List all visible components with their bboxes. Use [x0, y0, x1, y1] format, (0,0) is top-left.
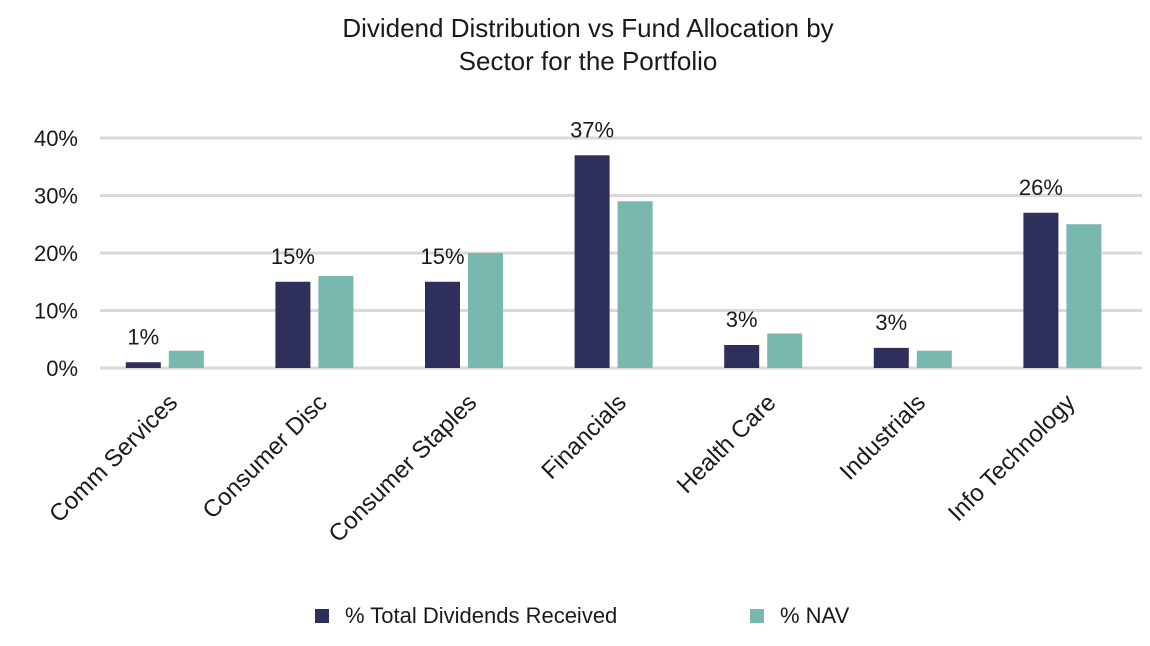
bar-total-dividends — [873, 347, 909, 368]
bar-total-dividends — [724, 345, 760, 368]
chart-title: Dividend Distribution vs Fund Allocation… — [0, 12, 1150, 78]
y-tick-label: 20% — [34, 241, 78, 266]
legend-item-nav: % NAV — [750, 603, 849, 629]
bar-total-dividends — [125, 362, 161, 368]
bar-nav — [767, 333, 803, 368]
data-label: 37% — [570, 117, 614, 142]
x-tick-label: Consumer Staples — [324, 389, 483, 548]
x-tick-label: Comm Services — [44, 389, 183, 528]
chart-title-line-1: Dividend Distribution vs Fund Allocation… — [342, 13, 834, 43]
x-tick-label: Consumer Disc — [198, 389, 333, 524]
y-tick-label: 30% — [34, 184, 78, 209]
bar-total-dividends — [425, 281, 460, 368]
bar-nav — [318, 276, 354, 368]
bar-nav — [168, 350, 204, 368]
legend-swatch-nav — [750, 609, 764, 623]
x-tick-label: Financials — [536, 389, 631, 484]
legend-label-nav: % NAV — [780, 603, 850, 628]
legend: % Total Dividends Received % NAV — [0, 603, 1150, 633]
y-axis-tick-labels: 0% 10% 20% 30% 40% — [34, 126, 78, 381]
data-label: 3% — [726, 307, 758, 332]
bar-nav — [916, 350, 952, 368]
bar-total-dividends — [275, 281, 311, 368]
data-label: 15% — [271, 244, 315, 269]
bar-total-dividends — [1023, 212, 1059, 368]
y-tick-label: 40% — [34, 126, 78, 151]
data-labels: 1% 15% 15% 37% 3% 3% 26% — [127, 117, 1063, 349]
bar-nav — [1066, 224, 1102, 368]
chart-title-line-2: Sector for the Portfolio — [458, 46, 718, 76]
bar-nav — [617, 201, 653, 368]
data-label: 3% — [875, 310, 907, 335]
legend-item-total-dividends: % Total Dividends Received — [315, 603, 617, 629]
bars — [125, 155, 1102, 368]
data-label: 26% — [1019, 175, 1063, 200]
bar-nav — [468, 253, 503, 368]
y-tick-label: 10% — [34, 299, 78, 324]
legend-label-total-dividends: % Total Dividends Received — [345, 603, 618, 628]
legend-swatch-total-dividends — [315, 609, 329, 623]
y-tick-label: 0% — [46, 356, 78, 381]
bar-total-dividends — [574, 155, 610, 368]
x-tick-label: Health Care — [672, 389, 782, 499]
data-label: 1% — [127, 324, 159, 349]
x-tick-label: Info Technology — [943, 389, 1081, 527]
data-label: 15% — [420, 244, 464, 269]
x-tick-label: Industrials — [835, 389, 931, 485]
